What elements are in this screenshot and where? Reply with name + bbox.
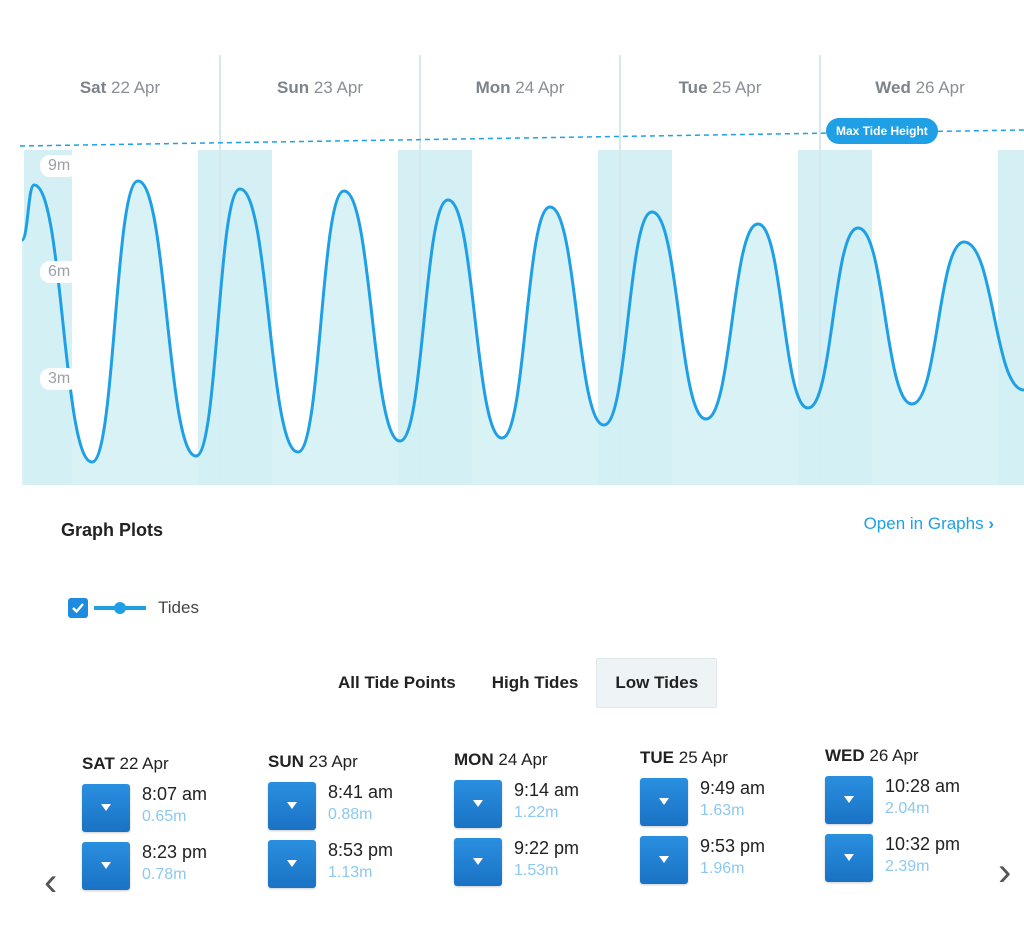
tide-day-header: WED 26 Apr xyxy=(825,746,919,765)
tide-expand-button[interactable] xyxy=(454,780,502,828)
chevron-down-icon xyxy=(843,791,855,809)
day-header: Tue 25 Apr xyxy=(678,78,762,97)
tide-expand-button[interactable] xyxy=(825,834,873,882)
tab-all-tide-points[interactable]: All Tide Points xyxy=(338,673,456,692)
tide-day-header: SAT 22 Apr xyxy=(82,754,169,773)
chevron-left-icon[interactable]: ‹ xyxy=(44,860,58,904)
tide-time: 10:28 am xyxy=(885,776,961,796)
tab-high-tides[interactable]: High Tides xyxy=(491,673,579,692)
tide-time: 10:32 pm xyxy=(885,834,961,854)
chevron-down-icon xyxy=(100,799,112,817)
chevron-down-icon xyxy=(658,793,670,811)
chevron-down-icon xyxy=(472,853,484,871)
tide-day-column: TUE 25 Apr 9:49 am 1.63m 9:53 pm 1.96m xyxy=(640,748,810,894)
tide-height: 1.63m xyxy=(700,802,745,819)
tide-height: 0.88m xyxy=(328,806,373,823)
tide-time: 8:53 pm xyxy=(328,840,394,860)
tide-day-column: SAT 22 Apr 8:07 am 0.65m 8:23 pm 0.78m xyxy=(82,754,252,900)
tide-expand-button[interactable] xyxy=(454,838,502,886)
tide-expand-button[interactable] xyxy=(640,836,688,884)
open-in-graphs-link[interactable]: Open in Graphs › xyxy=(863,514,994,533)
tides-checkbox[interactable] xyxy=(68,598,88,618)
chevron-down-icon xyxy=(658,851,670,869)
tides-line-icon xyxy=(94,602,146,614)
day-header: Sun 23 Apr xyxy=(277,78,363,97)
chevron-down-icon xyxy=(286,797,298,815)
tide-time: 9:14 am xyxy=(514,780,580,800)
tide-time: 9:49 am xyxy=(700,778,766,798)
tide-expand-button[interactable] xyxy=(82,842,130,890)
tide-entry: 8:53 pm 1.13m xyxy=(268,840,438,898)
tide-time: 8:23 pm xyxy=(142,842,208,862)
tide-day-column: WED 26 Apr 10:28 am 2.04m 10:32 pm 2.39m xyxy=(825,746,995,892)
tide-expand-button[interactable] xyxy=(825,776,873,824)
tide-line xyxy=(20,179,1024,464)
tides-legend-label: Tides xyxy=(158,598,199,617)
tab-low-tides[interactable]: Low Tides xyxy=(596,658,718,708)
tide-height: 1.13m xyxy=(328,864,373,881)
tide-entry: 8:23 pm 0.78m xyxy=(82,842,252,900)
tide-entry: 9:53 pm 1.96m xyxy=(640,836,810,894)
y-tick-label: 3m xyxy=(40,368,79,390)
tide-height: 2.39m xyxy=(885,858,930,875)
tide-filter-tabs: All Tide Points High Tides Low Tides xyxy=(320,658,718,708)
chevron-down-icon xyxy=(100,857,112,875)
tide-height: 1.22m xyxy=(514,804,559,821)
tide-chart xyxy=(19,55,1024,485)
chevron-down-icon xyxy=(472,795,484,813)
tide-height: 1.53m xyxy=(514,862,559,879)
tide-day-column: SUN 23 Apr 8:41 am 0.88m 8:53 pm 1.13m xyxy=(268,752,438,898)
tide-entry: 9:22 pm 1.53m xyxy=(454,838,624,896)
tide-height: 2.04m xyxy=(885,800,930,817)
graph-plots-title: Graph Plots xyxy=(61,520,164,540)
chevron-right-icon[interactable]: › xyxy=(998,850,1012,894)
tide-entry: 10:32 pm 2.39m xyxy=(825,834,995,892)
tide-height: 0.65m xyxy=(142,808,187,825)
tide-time: 9:53 pm xyxy=(700,836,766,856)
check-icon xyxy=(72,603,84,614)
tide-day-column: MON 24 Apr 9:14 am 1.22m 9:22 pm 1.53m xyxy=(454,750,624,896)
tide-entry: 9:49 am 1.63m xyxy=(640,778,810,836)
chevron-down-icon xyxy=(286,855,298,873)
tides-legend[interactable]: Tides xyxy=(68,598,199,618)
y-tick-label: 9m xyxy=(40,155,79,177)
tide-area xyxy=(22,181,1024,485)
tide-day-header: SUN 23 Apr xyxy=(268,752,358,771)
tide-day-header: MON 24 Apr xyxy=(454,750,548,769)
tide-expand-button[interactable] xyxy=(82,784,130,832)
tide-entry: 8:41 am 0.88m xyxy=(268,782,438,840)
tide-time: 8:41 am xyxy=(328,782,394,802)
day-header: Sat 22 Apr xyxy=(79,78,161,97)
tide-expand-button[interactable] xyxy=(268,840,316,888)
tide-height: 0.78m xyxy=(142,866,187,883)
tide-expand-button[interactable] xyxy=(268,782,316,830)
chevron-down-icon xyxy=(843,849,855,867)
day-header: Wed 26 Apr xyxy=(875,78,965,97)
max-tide-badge: Max Tide Height xyxy=(826,118,938,144)
chevron-right-icon: › xyxy=(988,514,994,533)
tide-time: 9:22 pm xyxy=(514,838,580,858)
tide-entry: 10:28 am 2.04m xyxy=(825,776,995,834)
tide-day-header: TUE 25 Apr xyxy=(640,748,728,767)
y-tick-label: 6m xyxy=(40,261,79,283)
tide-expand-button[interactable] xyxy=(640,778,688,826)
tide-time: 8:07 am xyxy=(142,784,208,804)
tide-entry: 8:07 am 0.65m xyxy=(82,784,252,842)
tide-entry: 9:14 am 1.22m xyxy=(454,780,624,838)
day-header: Mon 24 Apr xyxy=(475,78,565,97)
tide-height: 1.96m xyxy=(700,860,745,877)
